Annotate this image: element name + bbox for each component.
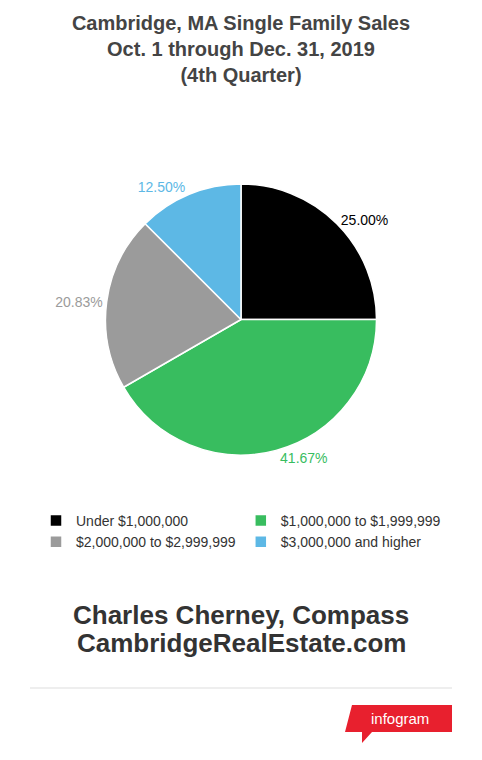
svg-text:25.00%: 25.00% (341, 212, 388, 228)
svg-text:$1,000,000 to $1,999,999: $1,000,000 to $1,999,999 (281, 513, 441, 529)
svg-text:12.50%: 12.50% (138, 179, 185, 195)
svg-text:20.83%: 20.83% (55, 294, 102, 310)
svg-text:Under $1,000,000: Under $1,000,000 (76, 513, 188, 529)
svg-text:infogram: infogram (371, 710, 429, 727)
svg-text:$3,000,000 and higher: $3,000,000 and higher (281, 534, 421, 550)
svg-text:CambridgeRealEstate.com: CambridgeRealEstate.com (77, 628, 406, 658)
svg-text:$2,000,000 to $2,999,999: $2,000,000 to $2,999,999 (76, 534, 236, 550)
svg-text:Cambridge, MA Single Family Sa: Cambridge, MA Single Family SalesOct. 1 … (72, 12, 410, 86)
svg-text:Charles Cherney, Compass: Charles Cherney, Compass (73, 600, 409, 630)
svg-text:41.67%: 41.67% (280, 450, 327, 466)
